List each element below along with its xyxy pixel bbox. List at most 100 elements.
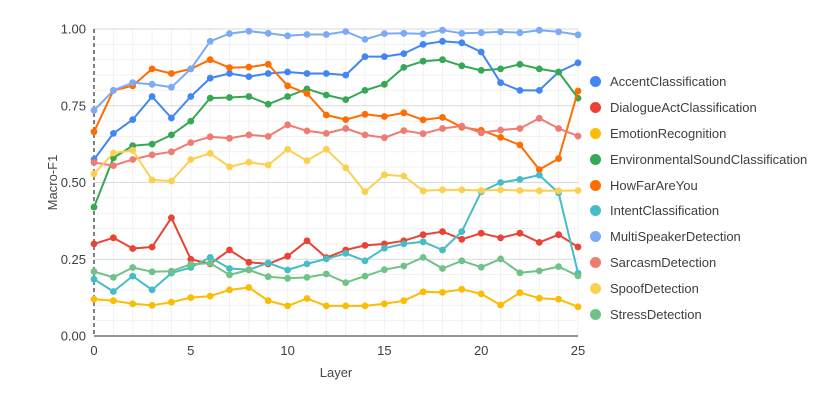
data-point-DialogueActClassification-layer-23[interactable] xyxy=(535,239,543,246)
data-point-SarcasmDetection-layer-5[interactable] xyxy=(187,139,195,147)
data-point-StressDetection-layer-4[interactable] xyxy=(168,267,175,275)
data-point-EnvironmentalSoundClassification-layer-7[interactable] xyxy=(226,94,233,101)
data-point-DialogueActClassification-layer-24[interactable] xyxy=(555,231,562,239)
data-point-HowFarAreYou-layer-8[interactable] xyxy=(245,63,253,71)
data-point-EnvironmentalSoundClassification-layer-21[interactable] xyxy=(497,65,504,73)
data-point-EnvironmentalSoundClassification-layer-22[interactable] xyxy=(516,60,524,68)
data-point-AccentClassification-layer-16[interactable] xyxy=(400,50,408,57)
data-point-StressDetection-layer-13[interactable] xyxy=(342,279,350,286)
data-point-StressDetection-layer-24[interactable] xyxy=(555,263,562,270)
data-point-DialogueActClassification-layer-4[interactable] xyxy=(168,214,175,222)
data-point-IntentClassification-layer-23[interactable] xyxy=(535,171,543,179)
data-point-MultiSpeakerDetection-layer-20[interactable] xyxy=(477,29,485,37)
data-point-AccentClassification-layer-20[interactable] xyxy=(477,48,485,56)
data-point-EmotionRecognition-layer-0[interactable] xyxy=(90,295,98,303)
data-point-AccentClassification-layer-22[interactable] xyxy=(516,87,524,94)
data-point-EmotionRecognition-layer-23[interactable] xyxy=(535,294,543,302)
data-point-AccentClassification-layer-17[interactable] xyxy=(419,41,427,48)
data-point-StressDetection-layer-6[interactable] xyxy=(206,259,214,267)
data-point-HowFarAreYou-layer-4[interactable] xyxy=(168,70,175,77)
data-point-MultiSpeakerDetection-layer-1[interactable] xyxy=(110,87,117,94)
data-point-SpoofDetection-layer-12[interactable] xyxy=(322,145,330,153)
data-point-StressDetection-layer-20[interactable] xyxy=(477,263,485,271)
data-point-IntentClassification-layer-2[interactable] xyxy=(129,272,137,280)
data-point-MultiSpeakerDetection-layer-21[interactable] xyxy=(497,28,504,36)
data-point-SpoofDetection-layer-5[interactable] xyxy=(187,156,195,163)
data-point-EnvironmentalSoundClassification-layer-15[interactable] xyxy=(381,80,388,88)
series-line-SpoofDetection[interactable] xyxy=(93,148,579,193)
data-point-SarcasmDetection-layer-7[interactable] xyxy=(226,134,233,142)
data-point-DialogueActClassification-layer-8[interactable] xyxy=(245,258,253,266)
data-point-SarcasmDetection-layer-11[interactable] xyxy=(303,127,311,135)
data-point-AccentClassification-layer-19[interactable] xyxy=(458,39,466,47)
data-point-EmotionRecognition-layer-1[interactable] xyxy=(110,297,117,305)
data-point-SpoofDetection-layer-1[interactable] xyxy=(110,149,117,157)
data-point-StressDetection-layer-25[interactable] xyxy=(574,272,582,280)
data-point-IntentClassification-layer-14[interactable] xyxy=(361,257,369,265)
data-point-SpoofDetection-layer-22[interactable] xyxy=(516,187,524,194)
data-point-SarcasmDetection-layer-14[interactable] xyxy=(361,131,369,139)
data-point-StressDetection-layer-7[interactable] xyxy=(226,271,233,279)
series-line-IntentClassification[interactable] xyxy=(93,174,579,293)
data-point-EmotionRecognition-layer-15[interactable] xyxy=(381,300,388,308)
data-point-SpoofDetection-layer-16[interactable] xyxy=(400,172,408,180)
data-point-SarcasmDetection-layer-22[interactable] xyxy=(516,125,524,132)
data-point-SpoofDetection-layer-19[interactable] xyxy=(458,186,466,194)
data-point-SarcasmDetection-layer-2[interactable] xyxy=(129,156,137,163)
data-point-HowFarAreYou-layer-21[interactable] xyxy=(497,134,504,141)
data-point-DialogueActClassification-layer-22[interactable] xyxy=(516,229,524,237)
data-point-StressDetection-layer-22[interactable] xyxy=(516,269,524,277)
data-point-HowFarAreYou-layer-12[interactable] xyxy=(322,111,330,119)
data-point-StressDetection-layer-8[interactable] xyxy=(245,266,253,274)
data-point-EnvironmentalSoundClassification-layer-4[interactable] xyxy=(168,131,175,139)
data-point-IntentClassification-layer-3[interactable] xyxy=(148,286,156,294)
data-point-IntentClassification-layer-22[interactable] xyxy=(516,176,524,183)
data-point-HowFarAreYou-layer-22[interactable] xyxy=(516,141,524,149)
data-point-MultiSpeakerDetection-layer-14[interactable] xyxy=(361,36,369,43)
data-point-MultiSpeakerDetection-layer-9[interactable] xyxy=(264,29,272,37)
data-point-MultiSpeakerDetection-layer-6[interactable] xyxy=(206,37,214,45)
data-point-AccentClassification-layer-7[interactable] xyxy=(226,70,233,77)
data-point-SarcasmDetection-layer-15[interactable] xyxy=(381,134,388,142)
data-point-SarcasmDetection-layer-10[interactable] xyxy=(284,121,291,129)
data-point-EnvironmentalSoundClassification-layer-16[interactable] xyxy=(400,64,408,71)
data-point-HowFarAreYou-layer-18[interactable] xyxy=(439,114,446,121)
data-point-EmotionRecognition-layer-8[interactable] xyxy=(245,284,253,291)
data-point-AccentClassification-layer-8[interactable] xyxy=(245,73,253,80)
data-point-SpoofDetection-layer-23[interactable] xyxy=(535,187,543,195)
data-point-MultiSpeakerDetection-layer-25[interactable] xyxy=(574,31,582,39)
data-point-MultiSpeakerDetection-layer-19[interactable] xyxy=(458,29,466,37)
data-point-AccentClassification-layer-9[interactable] xyxy=(264,70,272,77)
data-point-SarcasmDetection-layer-19[interactable] xyxy=(458,122,466,130)
data-point-HowFarAreYou-layer-0[interactable] xyxy=(90,128,98,136)
data-point-MultiSpeakerDetection-layer-13[interactable] xyxy=(342,28,350,35)
data-point-EmotionRecognition-layer-21[interactable] xyxy=(497,301,504,309)
data-point-AccentClassification-layer-23[interactable] xyxy=(535,87,543,94)
data-point-EmotionRecognition-layer-12[interactable] xyxy=(322,302,330,310)
data-point-EnvironmentalSoundClassification-layer-6[interactable] xyxy=(206,94,214,102)
data-point-SpoofDetection-layer-20[interactable] xyxy=(477,187,485,194)
data-point-MultiSpeakerDetection-layer-3[interactable] xyxy=(148,80,156,88)
data-point-DialogueActClassification-layer-2[interactable] xyxy=(129,245,137,252)
data-point-IntentClassification-layer-18[interactable] xyxy=(439,246,446,254)
data-point-SpoofDetection-layer-15[interactable] xyxy=(381,171,388,179)
data-point-HowFarAreYou-layer-6[interactable] xyxy=(206,56,214,64)
data-point-SpoofDetection-layer-21[interactable] xyxy=(497,186,504,194)
data-point-SarcasmDetection-layer-12[interactable] xyxy=(322,130,330,137)
data-point-StressDetection-layer-15[interactable] xyxy=(381,266,388,274)
data-point-DialogueActClassification-layer-1[interactable] xyxy=(110,234,117,242)
data-point-HowFarAreYou-layer-25[interactable] xyxy=(574,87,582,95)
data-point-MultiSpeakerDetection-layer-24[interactable] xyxy=(555,28,562,36)
data-point-DialogueActClassification-layer-17[interactable] xyxy=(419,231,427,239)
data-point-StressDetection-layer-0[interactable] xyxy=(90,268,98,275)
data-point-EnvironmentalSoundClassification-layer-13[interactable] xyxy=(342,96,350,103)
data-point-AccentClassification-layer-1[interactable] xyxy=(110,130,117,137)
data-point-DialogueActClassification-layer-18[interactable] xyxy=(439,228,446,236)
data-point-AccentClassification-layer-4[interactable] xyxy=(168,114,175,122)
data-point-StressDetection-layer-12[interactable] xyxy=(322,270,330,278)
data-point-AccentClassification-layer-25[interactable] xyxy=(574,59,582,67)
data-point-SarcasmDetection-layer-18[interactable] xyxy=(439,125,446,132)
series-line-EnvironmentalSoundClassification[interactable] xyxy=(93,58,579,209)
data-point-MultiSpeakerDetection-layer-15[interactable] xyxy=(381,30,388,37)
data-point-SpoofDetection-layer-14[interactable] xyxy=(361,188,369,196)
